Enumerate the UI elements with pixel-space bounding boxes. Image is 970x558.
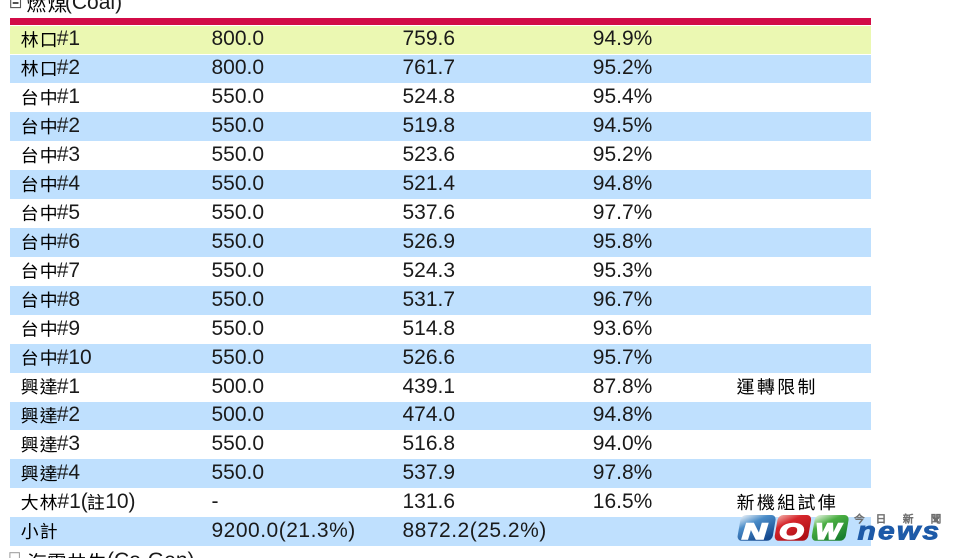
svg-text:O: O bbox=[779, 519, 803, 543]
svg-text:N: N bbox=[742, 520, 768, 545]
svg-text:W: W bbox=[816, 520, 843, 544]
svg-text:news: news bbox=[858, 517, 942, 545]
